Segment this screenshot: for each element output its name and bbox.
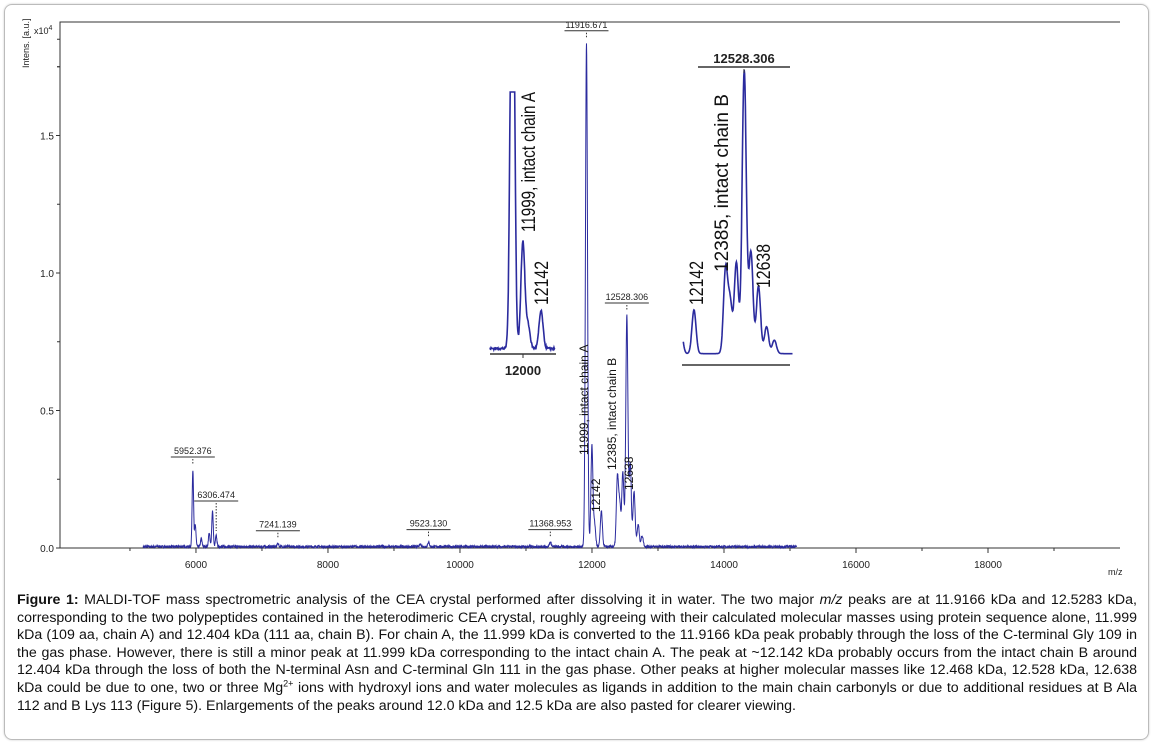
- peak-label: 9523.130: [410, 519, 448, 529]
- y-axis-label: Intens. [a.u.]: [21, 18, 31, 68]
- figure-frame: [4, 4, 1149, 740]
- spectrum-line: [142, 43, 798, 550]
- y-multiplier: x104: [34, 25, 53, 36]
- peak-labels: 5952.376 6306.474 7241.139 9523.130 11368.95…: [170, 20, 649, 539]
- x-tick-label: 12000: [578, 560, 606, 571]
- x-tick-label: 8000: [317, 560, 340, 571]
- inset-right-spectrum: [682, 69, 793, 355]
- peak-annotation: 12638: [622, 456, 636, 490]
- inset-right-annotation: 12638: [754, 244, 775, 288]
- caption-label: Figure 1:: [17, 592, 79, 608]
- x-tick-label: 16000: [842, 560, 870, 571]
- series: [142, 43, 798, 550]
- mass-spectrum-chart: 6000 8000 10000 12000 14000 16000 18000 0.0 0.5 1…: [21, 18, 1123, 577]
- plot-frame: [59, 21, 1120, 549]
- inset-left-axis-label: 12000: [505, 363, 541, 378]
- caption-sup: 2+: [283, 678, 294, 689]
- inset-left-annotation: 12142: [532, 261, 553, 305]
- x-tick-label: 14000: [710, 560, 738, 571]
- peak-label: 11368.953: [529, 519, 571, 529]
- caption-mz: m/z: [819, 592, 843, 608]
- x-tick-label: 10000: [446, 560, 474, 571]
- ticks: 6000 8000 10000 12000 14000 16000 18000 0.0 0.5 1…: [40, 38, 1055, 571]
- inset-right-annotation: 12142: [687, 261, 708, 305]
- inset-left-spectrum: [489, 91, 556, 353]
- insets: 12000 11999, intact chain A 12142 12528.306…: [489, 51, 793, 378]
- peak-annotation: 12385, intact chain B: [605, 358, 619, 470]
- inset-right-annotation: 12385, intact chain B: [712, 94, 733, 272]
- inset-right-title: 12528.306: [713, 51, 774, 66]
- peak-label: 11916.671: [566, 20, 608, 30]
- caption-text: ions with hydroxyl ions and water molecu…: [17, 679, 1137, 714]
- y-tick-label: 1.5: [40, 132, 54, 143]
- y-tick-label: 0.0: [40, 544, 54, 555]
- peak-label: 6306.474: [197, 490, 235, 500]
- y-tick-label: 1.0: [40, 269, 54, 280]
- axes: [59, 21, 1120, 549]
- y-tick-label: 0.5: [40, 407, 54, 418]
- caption-text: peaks are at 11.9166 kDa and 12.5283 kDa…: [17, 592, 1137, 696]
- peak-annotation: 11999, intact chain A: [577, 344, 591, 455]
- x-tick-label: 18000: [974, 560, 1002, 571]
- caption-text: MALDI-TOF mass spectrometric analysis of…: [78, 592, 820, 608]
- x-tick-label: 6000: [185, 560, 208, 571]
- x-axis-label: m/z: [1108, 567, 1123, 577]
- inset-left-annotation: 11999, intact chain A: [519, 92, 540, 232]
- figure-caption: Figure 1: MALDI-TOF mass spectrometric a…: [17, 592, 1137, 715]
- peak-label: 7241.139: [259, 520, 297, 530]
- peak-label: 5952.376: [174, 446, 212, 456]
- peak-annotation: 12142: [589, 478, 603, 512]
- peak-label: 12528.306: [606, 292, 649, 302]
